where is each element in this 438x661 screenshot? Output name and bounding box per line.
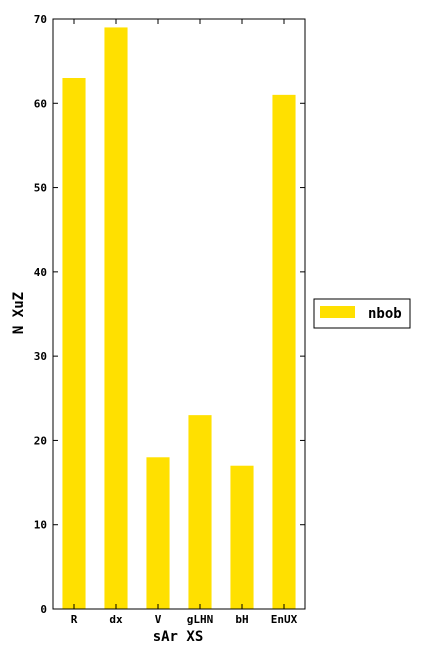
y-tick-label: 40 <box>34 266 47 279</box>
bar-gLHN <box>188 415 212 609</box>
bar-dx <box>104 27 128 609</box>
x-tick-label: gLHN <box>187 613 214 626</box>
bar-R <box>62 78 86 609</box>
labels-layer: sAr XS N XuZ <box>11 292 203 645</box>
y-tick-label: 0 <box>40 603 47 616</box>
y-tick-label: 50 <box>34 182 47 195</box>
bar-bH <box>230 465 254 609</box>
bars-layer <box>62 27 296 610</box>
legend: nbob <box>313 298 411 329</box>
x-tick-label: bH <box>235 613 248 626</box>
y-tick-label: 70 <box>34 13 47 26</box>
y-axis-label: N XuZ <box>11 292 27 334</box>
bar-EnUX <box>272 94 296 610</box>
x-tick-label: V <box>155 613 162 626</box>
y-tick-label: 30 <box>34 350 47 363</box>
legend-swatch <box>320 306 355 318</box>
x-tick-label: dx <box>109 613 123 626</box>
plot-frame <box>52 18 306 610</box>
bar-V <box>146 457 170 609</box>
y-tick-label: 10 <box>34 519 47 532</box>
y-tick-label: 60 <box>34 97 47 110</box>
y-tick-label: 20 <box>34 434 47 447</box>
legend-label: nbob <box>368 306 402 322</box>
x-axis-label: sAr XS <box>153 629 204 645</box>
x-tick-label: R <box>71 613 78 626</box>
x-tick-label: EnUX <box>271 613 298 626</box>
